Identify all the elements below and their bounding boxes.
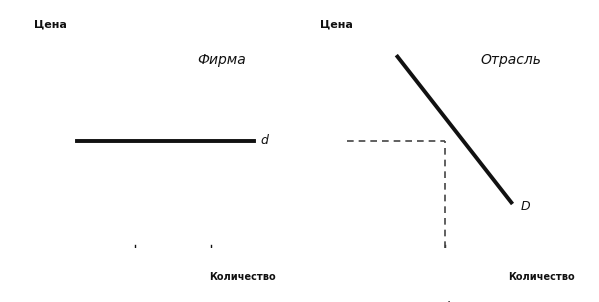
- Text: Цена: Цена: [320, 20, 353, 30]
- Text: Количество: Количество: [209, 272, 276, 282]
- Text: D: D: [521, 200, 530, 213]
- Text: b: b: [446, 301, 454, 302]
- Text: Количество: Количество: [509, 272, 575, 282]
- Text: Цена: Цена: [34, 20, 67, 30]
- Text: Отрасль: Отрасль: [481, 53, 541, 66]
- Text: a: a: [153, 301, 161, 302]
- Text: Фирма: Фирма: [197, 53, 246, 66]
- Text: d: d: [261, 134, 268, 147]
